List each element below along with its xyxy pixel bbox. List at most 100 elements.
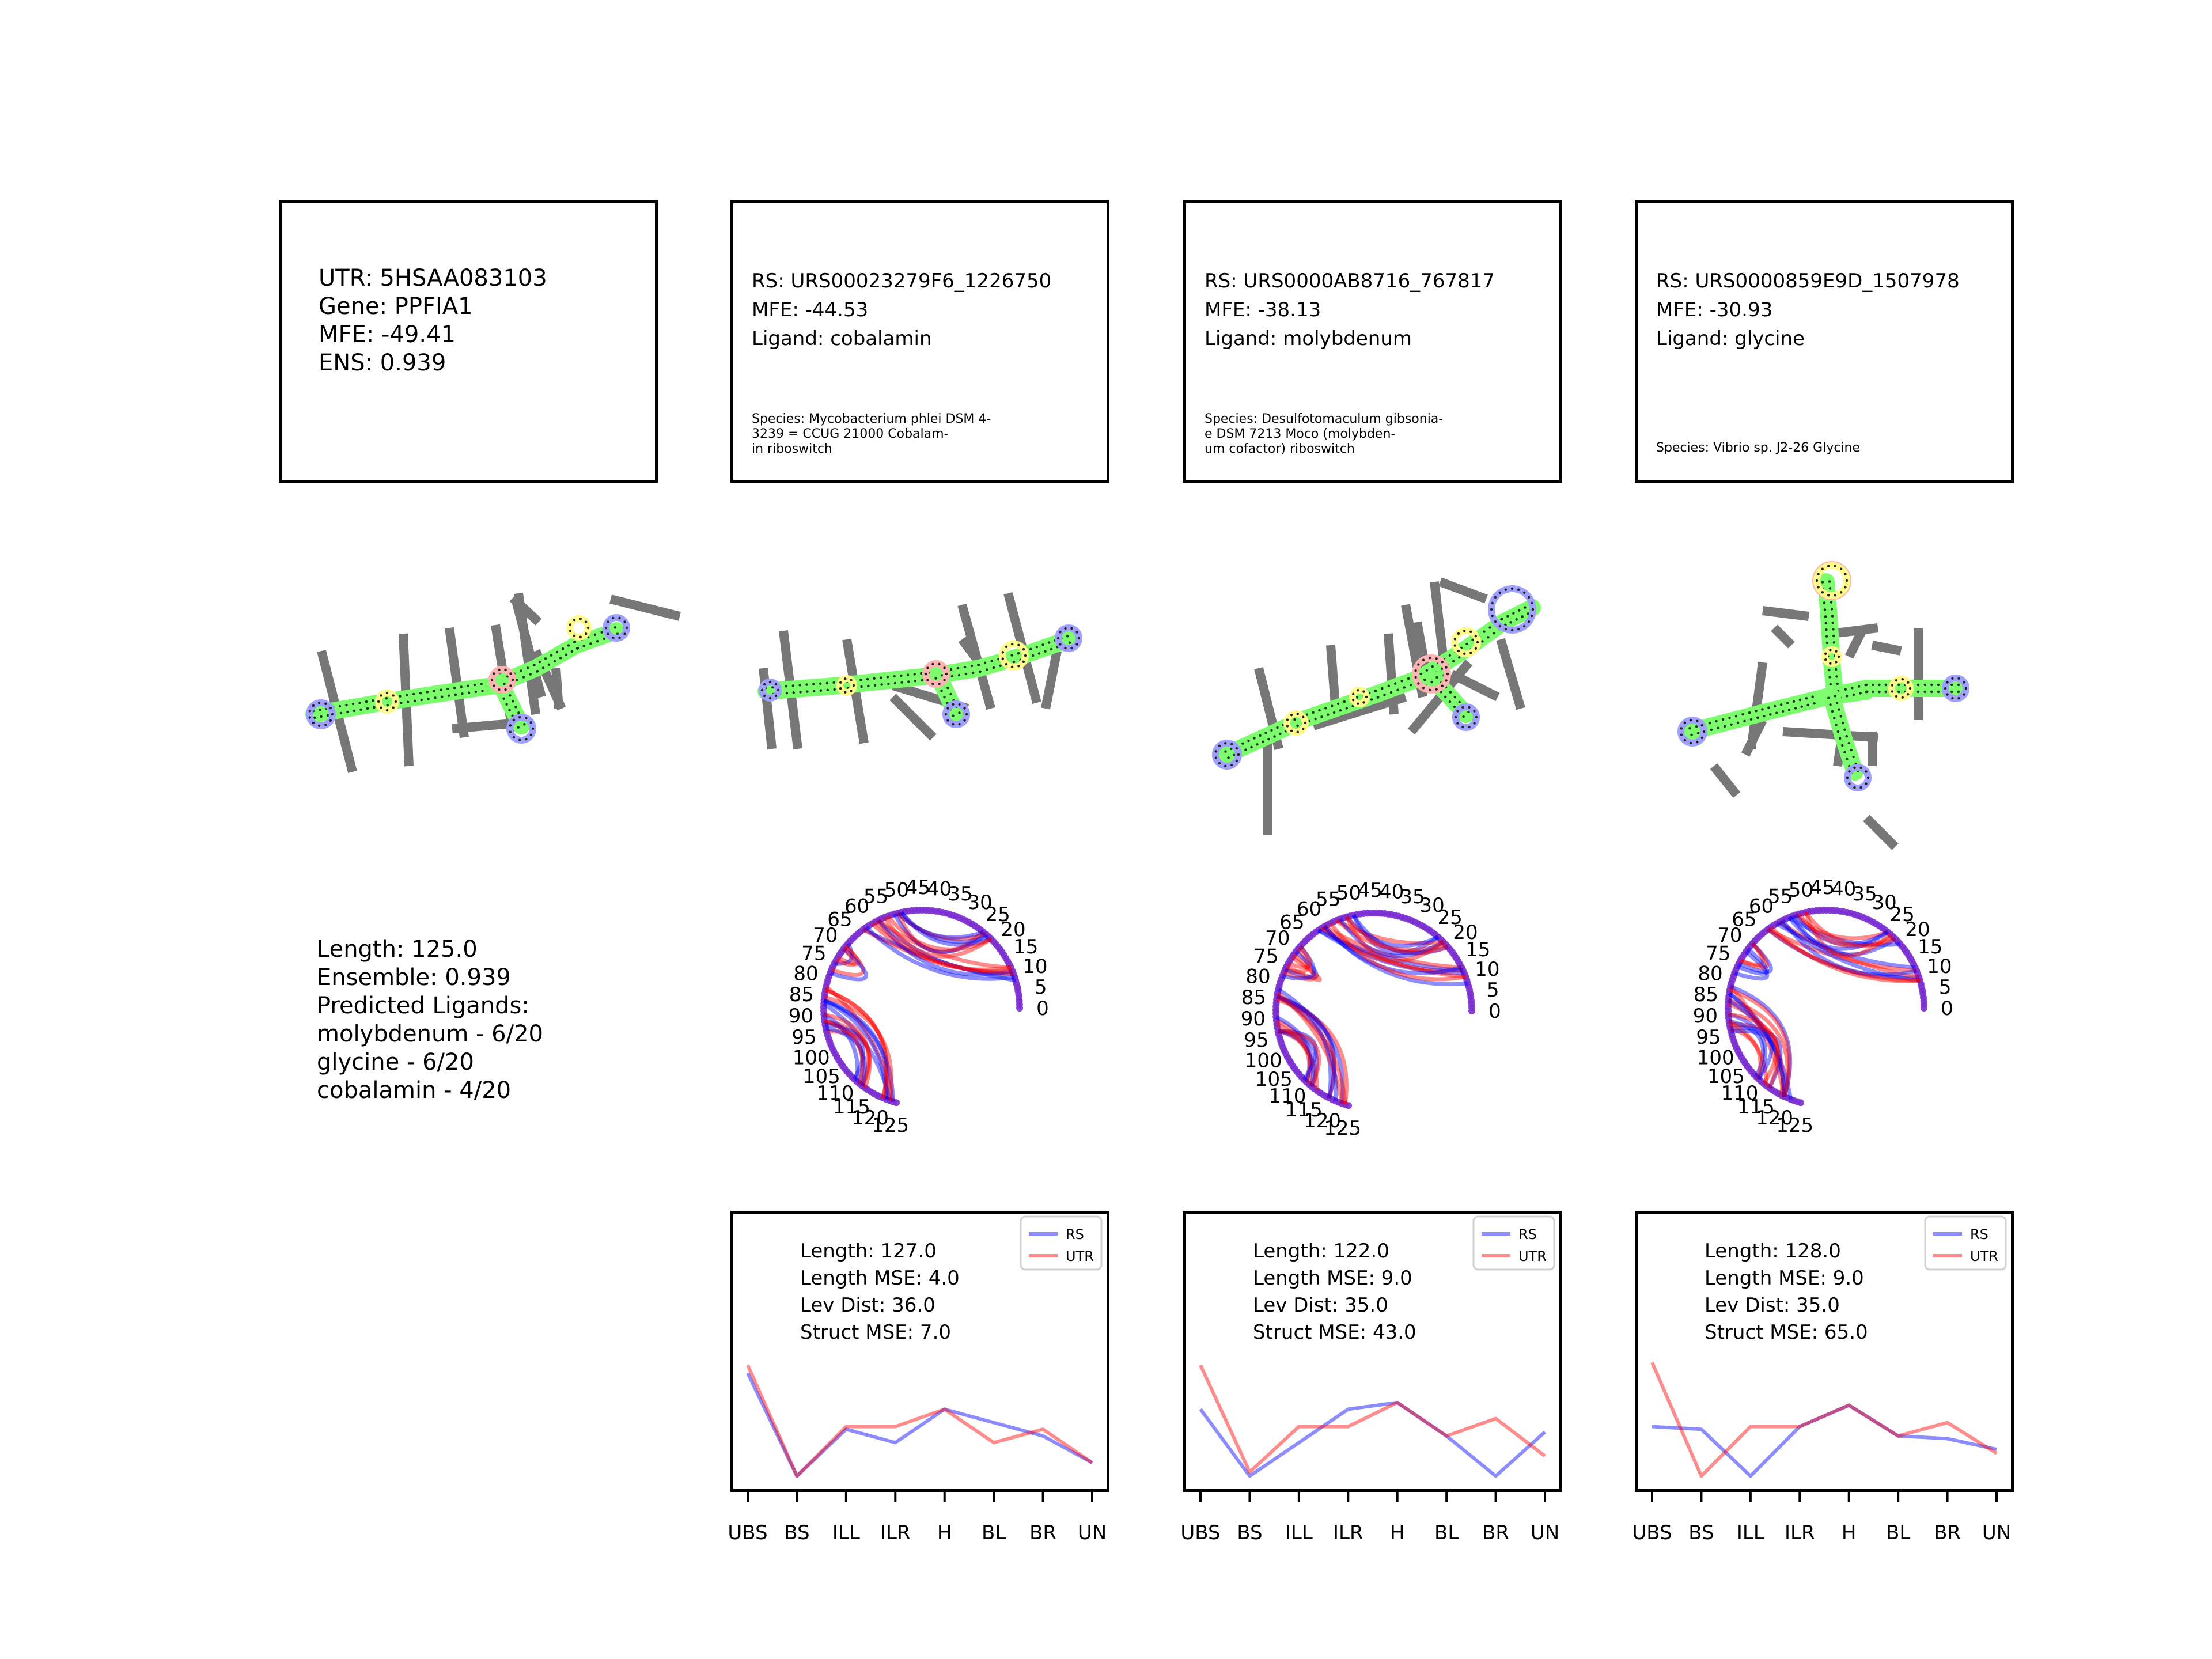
nucleotide xyxy=(1767,706,1770,709)
arc-tick-label: 0 xyxy=(1941,997,1953,1020)
nucleotide xyxy=(1473,722,1476,725)
nucleotide xyxy=(1838,708,1840,711)
nucleotide xyxy=(887,683,890,685)
nucleotide xyxy=(1683,738,1687,742)
base-pair-arc xyxy=(1276,994,1338,1101)
nucleotide xyxy=(1715,719,1718,723)
base-pair-arc xyxy=(1804,911,1892,958)
nucleotide xyxy=(406,700,410,703)
nucleotide xyxy=(1512,612,1515,615)
nucleotide xyxy=(1866,776,1870,779)
base-pair-arc xyxy=(1277,1029,1312,1083)
base-pair-arc xyxy=(1317,928,1463,973)
nucleotide xyxy=(517,711,520,714)
nucleotide xyxy=(320,715,323,718)
branch-stick xyxy=(1771,624,1795,649)
nucleotide xyxy=(1865,770,1868,773)
nucleotide xyxy=(1259,734,1262,737)
nucleotide xyxy=(921,679,923,682)
arc-tick-label: 45 xyxy=(1810,876,1835,899)
nucleotide xyxy=(1017,652,1020,655)
arc-tick-label: 30 xyxy=(1420,894,1445,917)
nucleotide xyxy=(825,681,829,685)
base-pair-arc xyxy=(1275,1022,1320,1091)
nucleotide xyxy=(1471,638,1474,642)
nucleotide xyxy=(1453,696,1457,699)
nucleotide xyxy=(317,724,321,727)
nucleotide xyxy=(1761,708,1764,711)
nucleotide xyxy=(1835,724,1838,726)
nucleotide xyxy=(569,630,572,632)
nucleotide xyxy=(1005,662,1008,666)
nucleotide xyxy=(480,683,483,685)
base-pair-arc xyxy=(1275,1015,1316,1087)
nucleotide xyxy=(1702,730,1706,733)
arc-tick-label: 20 xyxy=(1905,918,1930,941)
nucleotide xyxy=(434,696,437,699)
nucleotide xyxy=(944,713,948,716)
arc-tick-label: 115 xyxy=(1737,1096,1775,1119)
x-tick-label: UBS xyxy=(728,1521,767,1544)
nucleotide xyxy=(1833,717,1836,719)
base-pair-arc xyxy=(1345,915,1440,948)
series-line xyxy=(1650,1362,1998,1478)
comparison-stats: Length: 128.0 Length MSE: 9.0 Lev Dist: … xyxy=(1705,1238,1868,1346)
nucleotide xyxy=(1836,730,1840,733)
nucleotide xyxy=(359,708,362,711)
nucleotide xyxy=(1414,669,1417,672)
nucleotide xyxy=(1256,743,1259,746)
nucleotide xyxy=(1825,635,1828,638)
nucleotide xyxy=(1423,678,1426,681)
rs-info-box-2: RS: URS0000AB8716_767817 MFE: -38.13 Lig… xyxy=(1183,200,1562,483)
nucleotide xyxy=(1845,734,1848,738)
nucleotide xyxy=(1748,711,1751,714)
species-line: in riboswitch xyxy=(752,442,832,456)
nucleotide xyxy=(1469,630,1472,634)
base-pair-arc xyxy=(1328,922,1466,982)
stat-length: Length: 122.0 xyxy=(1253,1240,1389,1263)
nucleotide xyxy=(1510,587,1514,590)
nucleotide xyxy=(907,680,910,683)
nucleotide xyxy=(1276,726,1279,729)
arc-tick-label: 45 xyxy=(1358,879,1382,902)
nucleotide xyxy=(1950,683,1953,687)
nucleotide xyxy=(1262,740,1264,743)
nucleotide xyxy=(498,668,501,672)
structure-diagram xyxy=(305,592,681,773)
nucleotide xyxy=(1831,621,1834,624)
base-pair-arc xyxy=(823,1002,892,1101)
arc-diagram: 0510152025303540455055606570758085909510… xyxy=(1241,879,1501,1140)
nucleotide xyxy=(1848,782,1851,785)
nucleotide xyxy=(1445,666,1448,669)
base-pair-arc xyxy=(1797,912,1894,949)
nucleotide xyxy=(567,644,570,647)
stat-struct-mse: Struct MSE: 43.0 xyxy=(1253,1321,1416,1344)
arc-tick-label: 105 xyxy=(1255,1068,1293,1091)
nucleotide xyxy=(931,662,934,666)
nucleotide xyxy=(952,714,955,717)
base-pair-arc xyxy=(1730,1029,1774,1081)
arc-diagram: 0510152025303540455055606570758085909510… xyxy=(1693,876,1953,1137)
nucleotide xyxy=(1825,641,1829,645)
stat-length: Length: 128.0 xyxy=(1705,1240,1841,1263)
base-pair-arc xyxy=(1769,926,1921,983)
nucleotide xyxy=(1835,701,1839,704)
branch-stick xyxy=(1438,577,1488,604)
nucleotide xyxy=(952,722,955,726)
nucleotide xyxy=(454,693,457,696)
nucleotide xyxy=(467,691,471,694)
nucleotide xyxy=(1483,630,1486,633)
arc-tick-label: 100 xyxy=(1245,1049,1282,1072)
nucleotide xyxy=(1756,716,1759,719)
nucleotide xyxy=(1012,660,1016,664)
nucleotide xyxy=(1506,615,1509,618)
nucleotide xyxy=(553,660,556,663)
nucleotide xyxy=(920,672,923,675)
nucleotide xyxy=(1417,663,1420,666)
nucleotide xyxy=(1064,646,1067,650)
stat-length-mse: Length MSE: 9.0 xyxy=(1705,1267,1864,1290)
base-pair-arc xyxy=(1728,998,1790,1097)
nucleotide xyxy=(1456,722,1459,725)
nucleotide xyxy=(625,626,628,630)
nucleotide xyxy=(1022,660,1025,664)
